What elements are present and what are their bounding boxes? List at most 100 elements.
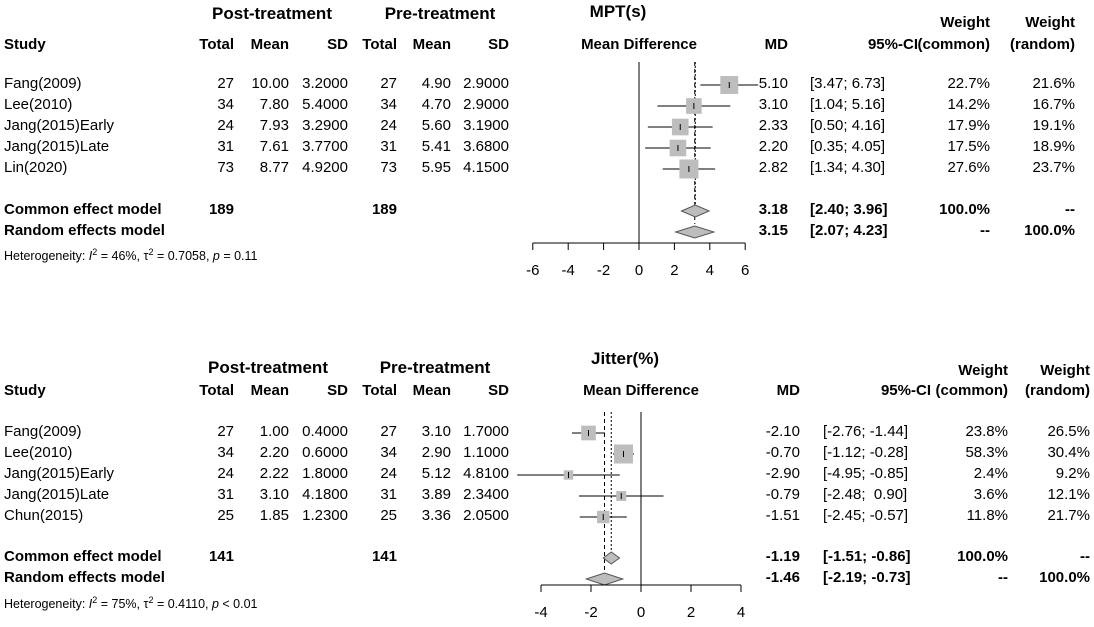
plot2-study-name: Jang(2015)Late	[4, 486, 110, 503]
plot1-x-tick-label: -4	[562, 262, 575, 279]
plot1-pre-mean: 5.41	[421, 138, 451, 155]
plot2-header-weight-common: Weight	[958, 362, 1008, 379]
plot2-study-name: Lee(2010)	[4, 444, 73, 461]
plot2-pre-mean: 3.10	[421, 423, 451, 440]
plot2-header-common: (common)	[935, 382, 1009, 399]
plot2-heterogeneity-part: p	[211, 597, 219, 612]
plot1-common-post-total: 189	[208, 201, 234, 218]
plot1-study-name: Jang(2015)Late	[4, 138, 110, 155]
plot1-study-name: Lin(2020)	[4, 159, 68, 176]
plot1-weight-random-value: 23.7%	[1032, 159, 1075, 176]
plot2-heterogeneity-part: τ	[143, 597, 149, 612]
plot1-common-diamond	[680, 204, 711, 218]
plot2-post-mean: 2.22	[259, 465, 289, 482]
plot2-weight-common-value: 3.6%	[973, 486, 1008, 503]
plot2-pre-total: 34	[380, 444, 397, 461]
plot2-heterogeneity-part: 2	[148, 595, 154, 605]
plot2-weight-random-value: 12.1%	[1047, 486, 1090, 503]
plot2-random-ci-value: [-2.19; -0.73]	[823, 569, 911, 586]
plot2-header-pre-treatment: Pre-treatment	[379, 358, 491, 377]
plot1-md-value: 2.20	[758, 138, 788, 155]
plot1-x-tick-label: 2	[670, 262, 678, 279]
plot2-header-mean-difference: Mean Difference	[583, 382, 699, 399]
plot1-random-diamond	[673, 225, 716, 239]
plot1-common-pre-total: 189	[371, 201, 397, 218]
plot1-study-name: Jang(2015)Early	[4, 117, 115, 134]
plot1-header-random: (random)	[1010, 36, 1075, 53]
plot1-header-pre-sd: SD	[488, 36, 509, 53]
plot1-pre-sd: 3.1900	[463, 117, 509, 134]
plot2-weight-random-value: 21.7%	[1047, 507, 1090, 524]
plot1-heterogeneity-part: τ	[143, 249, 149, 264]
plot2-x-tick-label: 2	[687, 604, 695, 621]
plot2-post-total: 24	[217, 465, 234, 482]
plot1-pre-total: 34	[380, 96, 397, 113]
plot1-ci-value: [0.35; 4.05]	[810, 138, 886, 155]
plot2-pre-total: 27	[380, 423, 397, 440]
plot1-common-weight-common: 100.0%	[939, 201, 990, 218]
plot1-ci-value: [0.50; 4.16]	[810, 117, 886, 134]
plot1-pre-total: 27	[380, 75, 397, 92]
plot1-weight-random-value: 19.1%	[1032, 117, 1075, 134]
plot1-header-common: (common)	[917, 36, 991, 53]
plot2-x-tick-label: -4	[534, 604, 547, 621]
plot1-md-value: 5.10	[758, 75, 788, 92]
plot2-heterogeneity-part: = 0.4110,	[153, 597, 212, 612]
plot2-pre-sd: 1.1000	[463, 444, 509, 461]
plot1-post-sd: 3.2900	[302, 117, 348, 134]
plot1-random-ci-value: [2.07; 4.23]	[810, 222, 888, 239]
plot2-heterogeneity: Heterogeneity: I2 = 75%, τ2 = 0.4110, p …	[4, 591, 258, 613]
plot1-pre-sd: 4.1500	[463, 159, 509, 176]
plot1-random-weight-random: 100.0%	[1024, 222, 1075, 239]
plot2-header-ci: 95%-CI	[880, 382, 931, 399]
plot2-header-study: Study	[4, 382, 46, 399]
plot1-pre-sd: 2.9000	[463, 96, 509, 113]
plot1-pre-total: 24	[380, 117, 397, 134]
plot2-random-md-value: -1.46	[765, 569, 800, 586]
plot2-random-label: Random effects model	[4, 569, 165, 586]
plot1-heterogeneity-part: Heterogeneity:	[4, 249, 89, 264]
plot2-pre-mean: 3.89	[421, 486, 451, 503]
plot1-x-tick-label: 6	[741, 262, 749, 279]
plot2-x-tick-label: -2	[584, 604, 597, 621]
plot1-weight-random-value: 18.9%	[1032, 138, 1075, 155]
plot2-study-name: Fang(2009)	[4, 423, 82, 440]
plot1-weight-random-value: 16.7%	[1032, 96, 1075, 113]
plot2-pre-total: 31	[380, 486, 397, 503]
plot2-weight-random-value: 30.4%	[1047, 444, 1090, 461]
plot2-common-pre-total: 141	[371, 548, 397, 565]
plot2-random-diamond	[584, 572, 625, 586]
plot1-header-total: Total	[199, 36, 234, 53]
plot1-post-mean: 7.93	[259, 117, 289, 134]
plot1-heterogeneity: Heterogeneity: I2 = 46%, τ2 = 0.7058, p …	[4, 243, 258, 265]
plot1-title: MPT(s)	[589, 2, 647, 21]
plot2-post-sd: 0.4000	[302, 423, 348, 440]
plot2-ci-value: [-2.48; 0.90]	[823, 486, 908, 503]
plot2-pre-mean: 2.90	[421, 444, 451, 461]
plot2-pre-sd: 1.7000	[463, 423, 509, 440]
plot2-header-md: MD	[776, 382, 800, 399]
plot1-header-ci: 95%-CI	[867, 36, 918, 53]
plot2-pre-sd: 2.3400	[463, 486, 509, 503]
plot2-header-weight-random: Weight	[1040, 362, 1090, 379]
plot2-weight-random-value: 26.5%	[1047, 423, 1090, 440]
plot2-md-value: -0.70	[765, 444, 800, 461]
plot1-heterogeneity-part: = 0.11	[219, 249, 258, 264]
plot1-md-value: 3.10	[758, 96, 788, 113]
plot2-pre-total: 25	[380, 507, 397, 524]
plot2-ci-value: [-4.95; -0.85]	[823, 465, 909, 482]
plot2-x-tick-label: 0	[637, 604, 645, 621]
plot1-md-value: 2.33	[758, 117, 788, 134]
plot1-header-sd: SD	[327, 36, 348, 53]
plot2-post-sd: 4.1800	[302, 486, 348, 503]
plot1-ci-value: [3.47; 6.73]	[810, 75, 886, 92]
plot2-header-mean: Mean	[250, 382, 289, 399]
plot1-pre-total: 31	[380, 138, 397, 155]
plot1-weight-common-value: 17.9%	[947, 117, 990, 134]
plot2-pre-mean: 5.12	[421, 465, 451, 482]
plot1-header-weight-random: Weight	[1025, 14, 1075, 31]
plot2-heterogeneity-part: = 75%,	[97, 597, 144, 612]
plot1-heterogeneity-part: 2	[148, 247, 154, 257]
